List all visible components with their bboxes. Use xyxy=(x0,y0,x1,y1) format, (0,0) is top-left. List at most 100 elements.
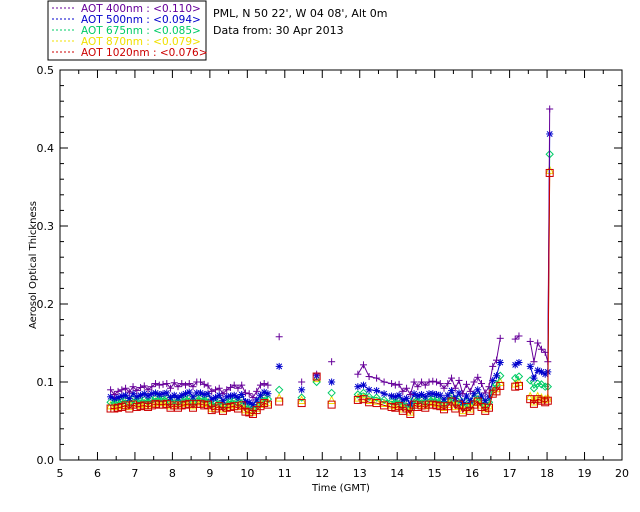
data-point xyxy=(234,384,242,392)
data-point xyxy=(395,380,403,388)
data-point xyxy=(481,389,489,397)
series-3 xyxy=(106,165,554,416)
legend-label: AOT 675nm : <0.085> xyxy=(81,25,201,37)
y-tick-label: 0.3 xyxy=(37,220,55,233)
x-tick-label: 19 xyxy=(578,467,592,480)
legend-box xyxy=(47,0,207,61)
data-point xyxy=(359,381,367,389)
data-point xyxy=(275,397,284,406)
y-tick-label: 0.2 xyxy=(37,298,55,311)
data-point xyxy=(226,383,234,391)
data-point xyxy=(129,383,137,391)
data-point xyxy=(260,380,268,388)
data-point xyxy=(440,384,448,392)
data-point xyxy=(359,361,367,369)
data-point xyxy=(410,390,418,398)
data-point xyxy=(474,373,482,381)
data-point xyxy=(298,386,306,394)
data-point xyxy=(297,399,306,408)
series-line xyxy=(515,376,520,379)
data-point xyxy=(530,358,538,366)
data-point xyxy=(359,388,368,398)
data-point xyxy=(541,398,550,407)
y-tick-label: 0.5 xyxy=(37,64,55,77)
data-point xyxy=(253,387,261,395)
data-point xyxy=(455,389,463,397)
series-0 xyxy=(107,105,554,402)
data-point xyxy=(372,396,381,405)
data-point xyxy=(140,382,148,390)
data-point xyxy=(403,394,411,402)
data-point xyxy=(241,389,249,397)
data-point xyxy=(496,359,504,366)
data-point xyxy=(514,372,524,381)
data-point xyxy=(275,362,283,370)
data-point xyxy=(459,390,467,398)
data-point xyxy=(163,380,171,388)
legend-label: AOT 400nm : <0.110> xyxy=(81,3,201,15)
y-tick-label: 0.0 xyxy=(37,454,55,467)
x-tick-label: 5 xyxy=(57,467,64,480)
data-point xyxy=(249,394,257,402)
data-point xyxy=(373,387,381,395)
data-point xyxy=(511,361,519,369)
data-point xyxy=(537,380,546,389)
data-point xyxy=(219,390,227,398)
data-point xyxy=(451,384,459,392)
data-point xyxy=(470,390,478,398)
location-text: PML, N 50 22', W 04 08', Alt 0m xyxy=(213,7,387,20)
x-tick-label: 15 xyxy=(428,467,442,480)
axis-ticks: 5 6 7 8 9 10 11 12 13 14 15 16 17 18 19 20 0.0 0.1 0.2 0.3 0… xyxy=(37,64,630,480)
data-point xyxy=(230,381,238,389)
data-point xyxy=(373,374,381,382)
data-point xyxy=(215,384,223,392)
data-point xyxy=(264,381,272,389)
data-point xyxy=(353,395,362,404)
data-point xyxy=(474,386,482,394)
x-tick-label: 8 xyxy=(169,467,176,480)
series-line xyxy=(529,108,551,362)
data-point xyxy=(182,381,190,389)
data-point xyxy=(380,390,388,398)
data-point xyxy=(399,387,407,395)
data-point xyxy=(515,332,523,340)
data-point xyxy=(114,387,122,395)
data-point xyxy=(526,337,534,345)
data-point xyxy=(110,390,118,398)
data-point xyxy=(152,380,160,388)
legend-label: AOT 500nm : <0.094> xyxy=(81,14,201,26)
data-point xyxy=(379,395,389,405)
data-point xyxy=(388,380,396,388)
data-point xyxy=(354,383,362,391)
data-point xyxy=(137,383,145,391)
data-point xyxy=(433,378,441,386)
data-point xyxy=(211,394,219,402)
data-point xyxy=(185,388,193,396)
data-point xyxy=(159,380,167,388)
data-point xyxy=(230,391,238,399)
data-point xyxy=(529,384,539,393)
legend-label: AOT 870nm : <0.079> xyxy=(81,36,201,48)
data-point xyxy=(178,380,186,388)
series-1 xyxy=(107,130,554,409)
data-point xyxy=(543,396,552,405)
data-point xyxy=(200,380,208,388)
data-point xyxy=(327,395,336,404)
data-point xyxy=(170,379,178,387)
data-point xyxy=(444,380,452,388)
series-4 xyxy=(106,168,554,418)
data-point xyxy=(245,398,253,406)
data-point xyxy=(118,386,126,394)
data-point xyxy=(448,387,456,395)
data-point xyxy=(380,378,388,386)
data-point xyxy=(418,390,426,398)
x-tick-label: 13 xyxy=(353,467,367,480)
x-tick-label: 7 xyxy=(131,467,138,480)
data-point xyxy=(455,376,463,384)
data-point xyxy=(478,380,485,388)
data-point xyxy=(372,393,381,402)
data-point xyxy=(470,378,478,386)
data-point xyxy=(421,381,429,389)
data-point xyxy=(448,374,456,382)
